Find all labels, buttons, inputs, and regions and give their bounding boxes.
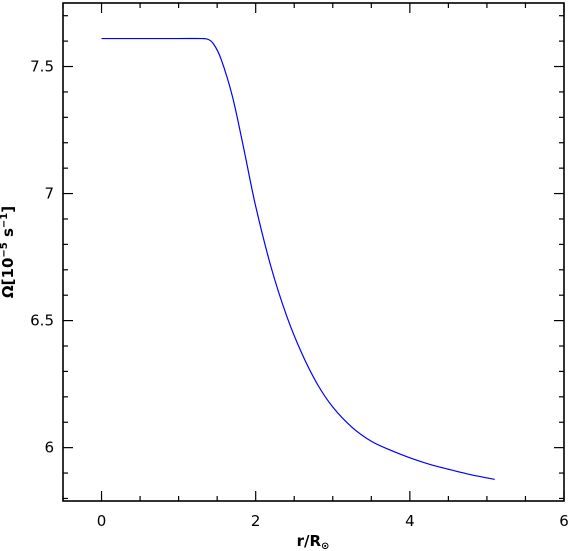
plot-area-border (62, 2, 565, 502)
x-tick-label: 4 (405, 512, 415, 530)
series-line-omega (101, 37, 495, 480)
y-axis-title-exponent-1: −5 (0, 242, 10, 257)
x-axis-title: r/R⊙ (297, 532, 330, 551)
x-tick-label: 6 (559, 512, 568, 530)
x-tick-label: 0 (97, 512, 107, 530)
y-axis-title-exponent-2: −1 (0, 213, 10, 228)
y-tick-label: 6 (44, 439, 54, 457)
y-tick-label: 7.5 (30, 58, 54, 76)
x-tick-label: 2 (251, 512, 261, 530)
x-axis-ticks: 0 2 4 6 (62, 3, 568, 530)
y-tick-label: 7 (44, 185, 54, 203)
y-axis-title-mid: s (0, 228, 17, 242)
y-tick-label: 6.5 (30, 312, 54, 330)
series-layer (101, 37, 495, 480)
x-axis-title-main: r/R (297, 532, 322, 550)
x-axis-title-subscript: ⊙ (321, 541, 329, 551)
y-axis-title: Ω[10−5 s−1] (0, 206, 17, 298)
y-axis-title-end: ] (0, 206, 17, 213)
y-axis-title-main: Ω[10 (0, 258, 17, 298)
y-axis-ticks: 6 6.5 7 7.5 (30, 15, 564, 500)
plot-frame (62, 2, 565, 502)
